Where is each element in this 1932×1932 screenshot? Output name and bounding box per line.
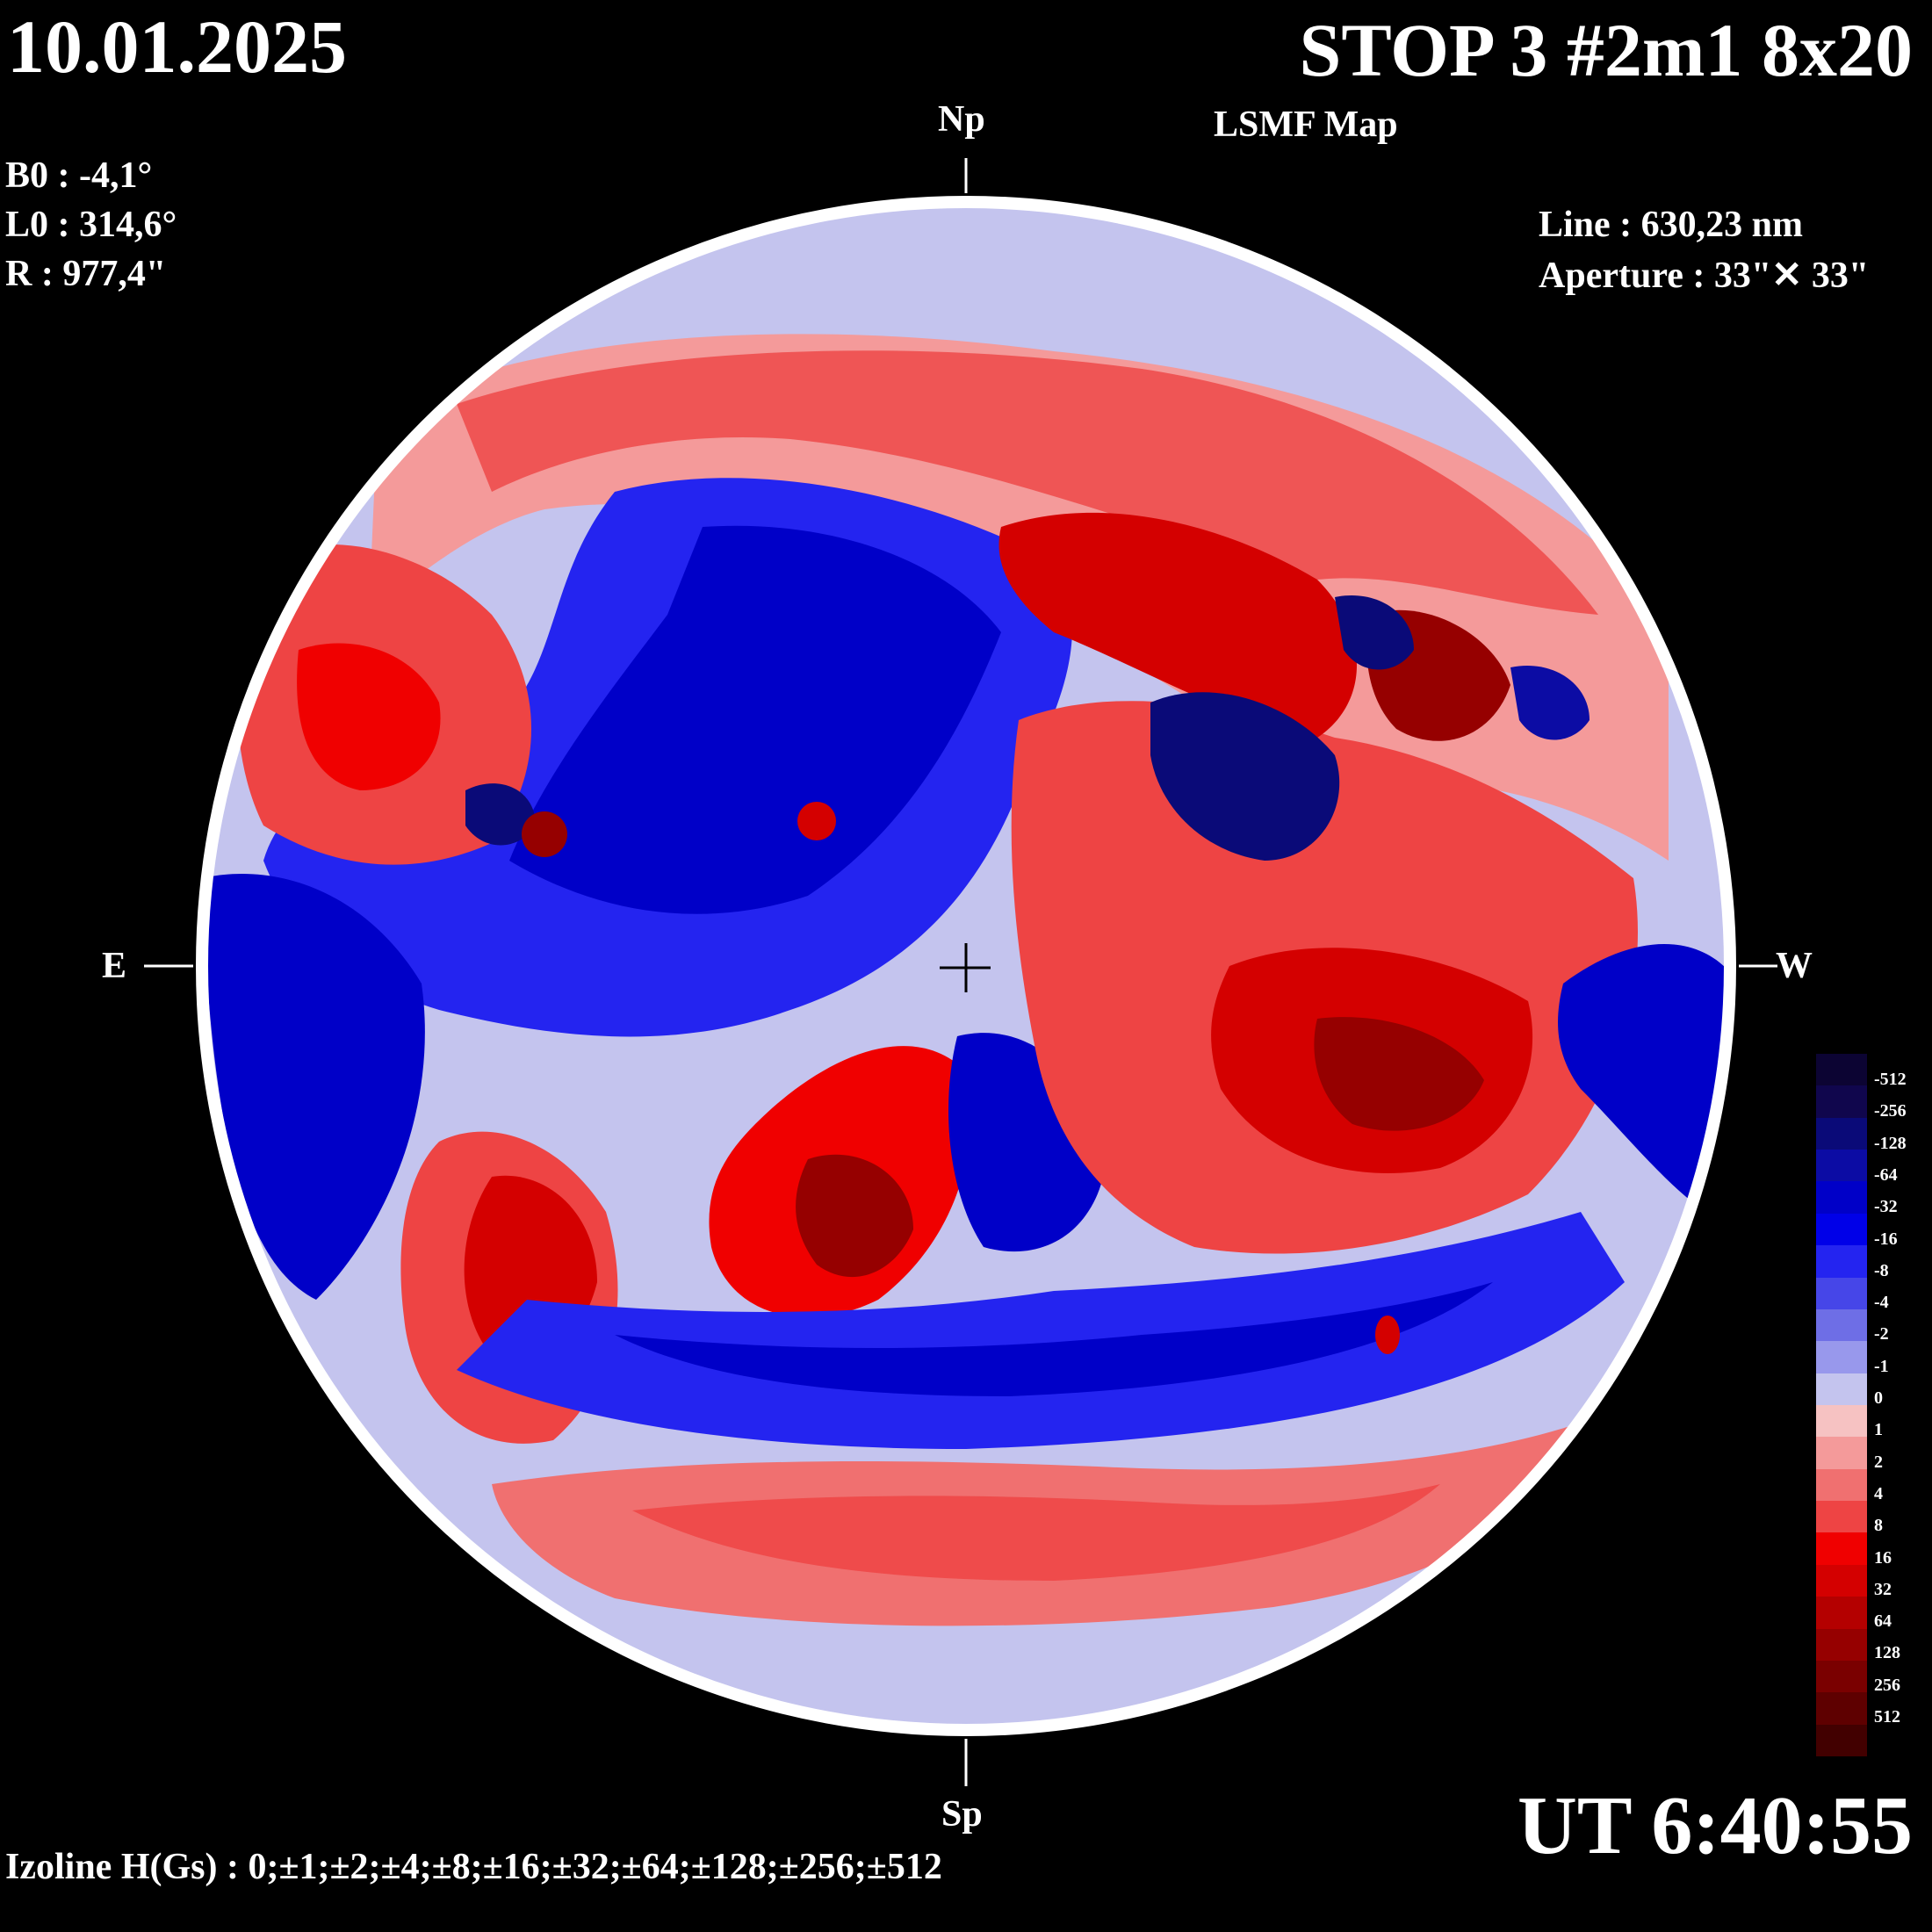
map-subtitle: LSMF Map (1214, 105, 1398, 145)
scale-label: -1 (1874, 1356, 1889, 1376)
scale-swatch (1816, 1597, 1867, 1630)
izoline-levels: Izoline H(Gs) : 0;±1;±2;±4;±8;±16;±32;±6… (5, 1847, 942, 1887)
scale-swatch (1816, 1054, 1867, 1086)
scale-label: 32 (1874, 1579, 1892, 1599)
scale-label: 256 (1874, 1675, 1900, 1695)
param-r: R : 977,4" (5, 254, 167, 294)
scale-swatch (1816, 1660, 1867, 1693)
scale-label: -128 (1874, 1133, 1907, 1153)
south-neg-band (457, 1212, 1625, 1449)
scale-label: 512 (1874, 1707, 1900, 1727)
scale-label: 1 (1874, 1420, 1883, 1440)
scale-swatch (1816, 1308, 1867, 1342)
observation-date: 10.01.2025 (7, 4, 347, 89)
scale-label: 0 (1874, 1388, 1883, 1408)
param-b0: B0 : -4,1° (5, 155, 153, 196)
scale-swatch (1816, 1437, 1867, 1470)
scale-swatch (1816, 1373, 1867, 1406)
direction-south: Sp (941, 1794, 983, 1835)
scale-swatch (1816, 1277, 1867, 1310)
scale-label: -256 (1874, 1101, 1907, 1121)
instrument-aperture: Aperture : 33"✕ 33" (1539, 256, 1870, 296)
scale-label: 8 (1874, 1516, 1883, 1536)
scale-label: 16 (1874, 1547, 1892, 1568)
scale-swatch (1816, 1213, 1867, 1246)
scale-swatch (1816, 1245, 1867, 1279)
scale-swatch (1816, 1085, 1867, 1119)
scale-swatch (1816, 1150, 1867, 1182)
scale-label: 128 (1874, 1643, 1900, 1663)
scale-label: 2 (1874, 1452, 1883, 1472)
scale-label: 64 (1874, 1611, 1892, 1632)
scale-label: -32 (1874, 1197, 1898, 1217)
scale-swatch (1816, 1468, 1867, 1502)
scale-swatch (1816, 1564, 1867, 1597)
scale-swatch (1816, 1501, 1867, 1533)
color-scale-bar (1816, 1054, 1867, 1757)
scale-swatch (1816, 1692, 1867, 1726)
scale-label: -4 (1874, 1293, 1889, 1313)
direction-west: W (1776, 946, 1813, 986)
scale-swatch (1816, 1181, 1867, 1215)
scale-label: -64 (1874, 1164, 1898, 1185)
instrument-line: Line : 630,23 nm (1539, 205, 1804, 245)
param-l0: L0 : 314,6° (5, 205, 177, 245)
map-title: STOP 3 #2m1 8x20 (1299, 8, 1913, 92)
direction-east: E (102, 946, 127, 986)
scale-swatch (1816, 1532, 1867, 1566)
scale-label: -2 (1874, 1324, 1889, 1344)
scale-swatch (1816, 1405, 1867, 1438)
scale-swatch (1816, 1341, 1867, 1374)
scale-label: -8 (1874, 1260, 1889, 1280)
scale-swatch (1816, 1117, 1867, 1150)
scale-swatch (1816, 1628, 1867, 1662)
scale-label: -16 (1874, 1229, 1898, 1249)
direction-north: Np (938, 99, 985, 140)
observation-time: UT 6:40:55 (1517, 1780, 1913, 1871)
disk-limb (196, 196, 1736, 1736)
scale-swatch (1816, 1724, 1867, 1757)
scale-label: -512 (1874, 1070, 1907, 1089)
scale-label: 4 (1874, 1483, 1883, 1503)
